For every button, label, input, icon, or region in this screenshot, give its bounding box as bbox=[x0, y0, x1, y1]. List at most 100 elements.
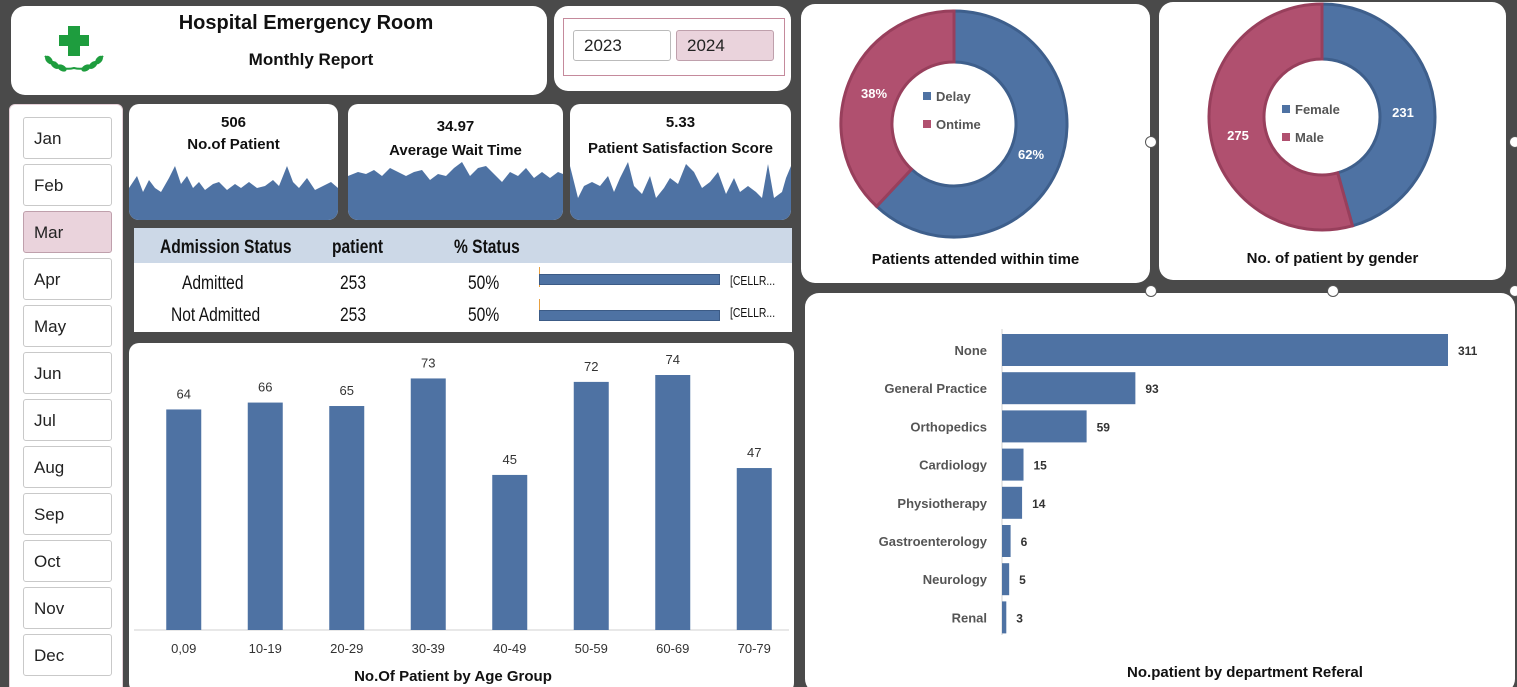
y-tick-label: Physiotherapy bbox=[897, 496, 987, 511]
y-tick-label: None bbox=[955, 343, 988, 358]
month-button-jan[interactable]: Jan bbox=[23, 117, 112, 159]
legend-label-ontime: Ontime bbox=[936, 117, 981, 132]
age-group-chart: 64 0,09 66 10-19 65 20-29 73 30-39 45 40-49 72 50-5… bbox=[129, 343, 794, 687]
attended-within-time-donut: 62% 38% Delay Ontime bbox=[839, 9, 1069, 239]
kpi-wait-label: Average Wait Time bbox=[389, 142, 522, 159]
month-button-oct[interactable]: Oct bbox=[23, 540, 112, 582]
report-header: Hospital Emergency Room Monthly Report bbox=[11, 6, 547, 95]
month-button-dec[interactable]: Dec bbox=[23, 634, 112, 676]
donut-value-label: 62% bbox=[1018, 147, 1044, 162]
table-cell-tag: [CELLR... bbox=[730, 273, 776, 288]
bar-value-label: 93 bbox=[1145, 382, 1159, 396]
age-group-chart-svg: 64 0,09 66 10-19 65 20-29 73 30-39 45 40-49 72 50-5… bbox=[134, 352, 789, 656]
resize-handle[interactable] bbox=[1509, 285, 1517, 297]
department-referral-chart-title: No.patient by department Referal bbox=[1127, 664, 1363, 681]
bar-value-label: 6 bbox=[1021, 535, 1028, 549]
bar-60-69 bbox=[655, 375, 691, 630]
kpi-satisfaction-sparkline bbox=[570, 162, 791, 220]
bar-physiotherapy bbox=[1002, 486, 1023, 519]
bar-value-label: 64 bbox=[177, 386, 191, 401]
donut-value-label: 275 bbox=[1227, 128, 1249, 143]
x-tick-label: 30-39 bbox=[412, 641, 445, 656]
bar-20-29 bbox=[329, 406, 365, 630]
bar-renal bbox=[1002, 601, 1007, 634]
x-tick-label: 10-19 bbox=[249, 641, 282, 656]
bar-value-label: 14 bbox=[1032, 497, 1046, 511]
table-header bbox=[134, 228, 792, 263]
table-cell-patient: 253 bbox=[340, 305, 366, 326]
table-cell-pct: 50% bbox=[468, 273, 500, 294]
attended-within-time-chart: 62% 38% Delay Ontime Patients attended with… bbox=[801, 4, 1150, 283]
month-button-jun[interactable]: Jun bbox=[23, 352, 112, 394]
month-slicer: Jan Feb Mar Apr May Jun Jul Aug Sep Oct Nov Dec bbox=[9, 104, 123, 687]
not-admitted-pct-bar bbox=[539, 310, 720, 321]
gender-chart: 231 275 Female Male No. of patient by gende… bbox=[1159, 2, 1506, 280]
bar-50-59 bbox=[573, 381, 609, 630]
year-slicer: 2023 2024 bbox=[554, 6, 791, 91]
bar-cardiology bbox=[1002, 448, 1024, 481]
kpi-wait-sparkline bbox=[348, 162, 563, 220]
month-button-aug[interactable]: Aug bbox=[23, 446, 112, 488]
month-button-apr[interactable]: Apr bbox=[23, 258, 112, 300]
year-slicer-frame bbox=[563, 18, 785, 76]
x-tick-label: 60-69 bbox=[656, 641, 689, 656]
kpi-patients-sparkline bbox=[129, 166, 338, 220]
column-header-admission-status: Admission Status bbox=[160, 237, 292, 258]
y-tick-label: Renal bbox=[952, 610, 987, 625]
y-tick-label: Neurology bbox=[923, 572, 988, 587]
age-group-chart-title: No.Of Patient by Age Group bbox=[354, 668, 552, 685]
dashboard-title: Hospital Emergency Room bbox=[178, 12, 434, 34]
resize-handle[interactable] bbox=[1145, 136, 1157, 148]
bar-neurology bbox=[1002, 563, 1010, 596]
donut-value-label: 231 bbox=[1392, 105, 1414, 120]
month-button-jul[interactable]: Jul bbox=[23, 399, 112, 441]
table-cell-patient: 253 bbox=[340, 273, 366, 294]
bar-value-label: 65 bbox=[340, 383, 354, 398]
month-button-mar[interactable]: Mar bbox=[23, 211, 112, 253]
medical-cross-logo-icon bbox=[44, 26, 104, 72]
year-button-2024[interactable]: 2024 bbox=[676, 30, 774, 61]
kpi-card-patients: 506 No.of Patient bbox=[129, 104, 338, 220]
year-button-2023[interactable]: 2023 bbox=[573, 30, 671, 61]
bar-none bbox=[1002, 334, 1448, 366]
legend-label-delay: Delay bbox=[936, 89, 971, 104]
department-referral-chart-svg: None 311 General Practice 93 Orthopedics 59 Ca… bbox=[879, 329, 1478, 635]
x-tick-label: 20-29 bbox=[330, 641, 363, 656]
bar-value-label: 15 bbox=[1034, 459, 1048, 473]
table-cell-status: Admitted bbox=[182, 273, 244, 294]
admitted-pct-bar bbox=[539, 274, 720, 285]
y-tick-label: General Practice bbox=[884, 381, 987, 396]
month-button-nov[interactable]: Nov bbox=[23, 587, 112, 629]
kpi-satisfaction-value: 5.33 bbox=[665, 114, 696, 131]
resize-handle[interactable] bbox=[1509, 136, 1517, 148]
bar-value-label: 66 bbox=[258, 380, 272, 395]
gender-donut: 231 275 Female Male bbox=[1207, 2, 1437, 232]
legend-swatch-male bbox=[1282, 133, 1290, 141]
bar-value-label: 47 bbox=[747, 445, 761, 460]
month-button-may[interactable]: May bbox=[23, 305, 112, 347]
x-tick-label: 0,09 bbox=[171, 641, 196, 656]
legend-swatch-delay bbox=[923, 92, 931, 100]
column-header-patient: patient bbox=[332, 237, 384, 258]
month-button-feb[interactable]: Feb bbox=[23, 164, 112, 206]
y-tick-label: Gastroenterology bbox=[879, 534, 988, 549]
attended-within-time-title: Patients attended within time bbox=[871, 251, 1080, 268]
bar-40-49 bbox=[492, 474, 528, 630]
donut-slice-delay bbox=[874, 9, 1069, 239]
kpi-patients-value: 506 bbox=[220, 114, 247, 131]
resize-handle[interactable] bbox=[1145, 285, 1157, 297]
legend-label-female: Female bbox=[1295, 102, 1340, 117]
gender-chart-title: No. of patient by gender bbox=[1246, 250, 1419, 267]
table-cell-pct: 50% bbox=[468, 305, 500, 326]
month-button-sep[interactable]: Sep bbox=[23, 493, 112, 535]
kpi-card-wait-time: 34.97 Average Wait Time bbox=[348, 104, 563, 220]
resize-handle[interactable] bbox=[1327, 285, 1339, 297]
kpi-wait-value: 34.97 bbox=[436, 118, 475, 135]
donut-slice-female bbox=[1320, 2, 1437, 228]
bar-general-practice bbox=[1002, 372, 1136, 405]
x-tick-label: 40-49 bbox=[493, 641, 526, 656]
x-tick-label: 50-59 bbox=[575, 641, 608, 656]
bar-gastroenterology bbox=[1002, 525, 1011, 557]
column-header-status: % Status bbox=[454, 237, 520, 258]
legend-swatch-female bbox=[1282, 105, 1290, 113]
